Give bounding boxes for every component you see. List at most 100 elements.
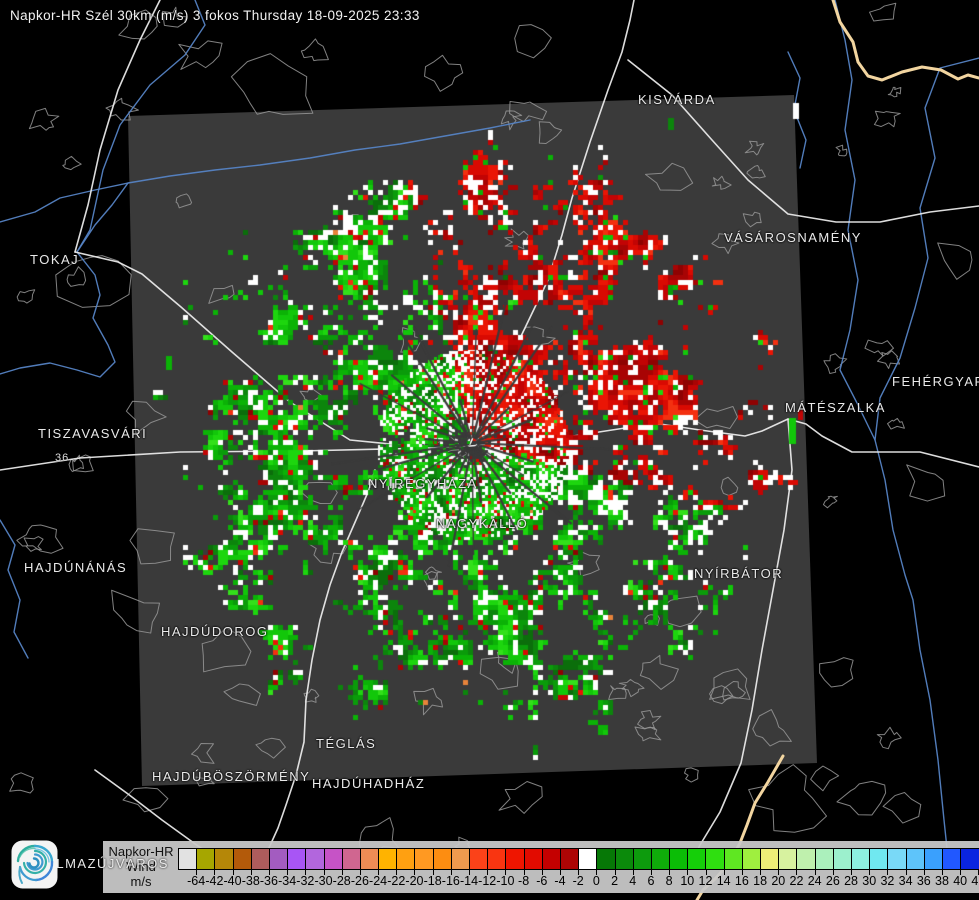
- legend-color-cell: [288, 849, 307, 869]
- legend-tick: [232, 870, 234, 875]
- legend-tick: [559, 870, 561, 875]
- legend-color-cell: [415, 849, 434, 869]
- legend-color-cell: [488, 849, 507, 869]
- legend-tick-value: -40: [223, 874, 242, 888]
- legend-color-cell: [360, 849, 380, 869]
- city-label-balmazujvaros: BALMAZÚJVÁROS: [36, 856, 169, 871]
- legend-tick-value: -2: [572, 874, 584, 888]
- legend-color-cell: [779, 849, 798, 869]
- legend-tick-value: -14: [459, 874, 479, 888]
- legend-tick: [396, 870, 398, 875]
- legend-color-cell: [724, 849, 743, 869]
- legend-tick: [287, 870, 289, 875]
- legend-tick: [741, 870, 743, 875]
- legend-tick: [523, 870, 525, 875]
- legend-color-cell: [615, 849, 634, 869]
- legend-color-cell: [833, 849, 852, 869]
- legend-tick: [359, 870, 361, 875]
- legend-color-cell: [179, 849, 198, 869]
- legend-tick-value: 10: [680, 874, 695, 888]
- legend-tick-value: -10: [496, 874, 515, 888]
- legend-tick-value: 34: [898, 874, 913, 888]
- legend-tick: [596, 870, 598, 875]
- legend-color-cell: [870, 849, 889, 869]
- legend-tick-value: -42: [205, 874, 224, 888]
- legend-tick: [687, 870, 689, 875]
- legend-tick: [450, 870, 452, 875]
- legend-tick-value: 26: [825, 874, 840, 888]
- legend-color-cell: [906, 849, 925, 869]
- legend-color-cell: [742, 849, 761, 869]
- legend-tick-value: 36: [916, 874, 931, 888]
- legend-color-cell: [506, 849, 525, 869]
- legend-color-cell: [851, 849, 871, 869]
- legend-tick: [341, 870, 343, 875]
- legend-tick-value: 18: [753, 874, 768, 888]
- legend-color-cell: [706, 849, 725, 869]
- legend-tick: [669, 870, 671, 875]
- legend-tick: [378, 870, 380, 875]
- legend-color-cell: [269, 849, 289, 869]
- legend-tick-value: 12: [698, 874, 713, 888]
- legend-tick-value: 8: [665, 874, 673, 888]
- legend-color-cell: [688, 849, 707, 869]
- legend-tick-value: 24: [807, 874, 822, 888]
- legend-tick: [814, 870, 816, 875]
- legend-tick: [705, 870, 707, 875]
- legend-tick-value: -24: [369, 874, 388, 888]
- legend-color-cell: [342, 849, 361, 869]
- legend-tick-value: 38: [935, 874, 949, 888]
- legend-color-cell: [524, 849, 543, 869]
- radar-title: Napkor-HR Szél 30km (m/s) 3 fokos Thursd…: [10, 8, 420, 23]
- legend-color-cell: [579, 849, 598, 869]
- legend-tick-value: -28: [332, 874, 351, 888]
- legend-tick-value: 4: [629, 874, 637, 888]
- legend-color-cell: [306, 849, 325, 869]
- legend-tick: [760, 870, 762, 875]
- legend-color-cell: [597, 849, 616, 869]
- legend-tick: [250, 870, 252, 875]
- legend-tick: [941, 870, 943, 875]
- legend-tick-value: -18: [423, 874, 442, 888]
- legend-color-cell: [197, 849, 216, 869]
- legend-tick-value: -26: [350, 874, 369, 888]
- legend-product-name: Napkor-HR: [108, 844, 174, 859]
- legend-tick: [614, 870, 616, 875]
- legend-tick: [905, 870, 907, 875]
- legend-tick: [887, 870, 889, 875]
- legend-tick: [832, 870, 834, 875]
- legend-tick-value: 20: [771, 874, 786, 888]
- legend-tick: [723, 870, 725, 875]
- legend-tick: [268, 870, 270, 875]
- legend-color-cell: [251, 849, 270, 869]
- legend-color-cell: [397, 849, 416, 869]
- legend-tick-value: 14: [716, 874, 731, 888]
- legend-color-cell: [215, 849, 234, 869]
- legend-tick: [432, 870, 434, 875]
- legend-tick-value: -36: [259, 874, 278, 888]
- legend-tick-value: -12: [478, 874, 497, 888]
- legend-title-block: Napkor-HR Wind m/s: [105, 844, 177, 889]
- legend-tick-value: 32: [880, 874, 895, 888]
- legend-tick: [196, 870, 198, 875]
- legend-quantity: Wind: [126, 859, 156, 874]
- legend-color-cell: [451, 849, 470, 869]
- legend-tick: [632, 870, 634, 875]
- legend-color-cell: [560, 849, 580, 869]
- legend-color-cell: [797, 849, 816, 869]
- legend-tick: [323, 870, 325, 875]
- legend-tick-value: 42: [971, 874, 979, 888]
- legend-tick: [923, 870, 925, 875]
- legend-tick-value: -38: [241, 874, 260, 888]
- legend-tick-value: -22: [387, 874, 406, 888]
- legend-unit: m/s: [130, 874, 152, 889]
- legend-color-cell: [379, 849, 398, 869]
- legend-tick: [305, 870, 307, 875]
- legend-tick: [505, 870, 507, 875]
- legend-tick-value: 28: [844, 874, 858, 888]
- wind-speed-legend: Napkor-HR Wind m/s -64 -42 -40 -38 -36 -34 -32…: [103, 841, 979, 893]
- legend-tick-value: -4: [554, 874, 566, 888]
- legend-color-cell: [633, 849, 652, 869]
